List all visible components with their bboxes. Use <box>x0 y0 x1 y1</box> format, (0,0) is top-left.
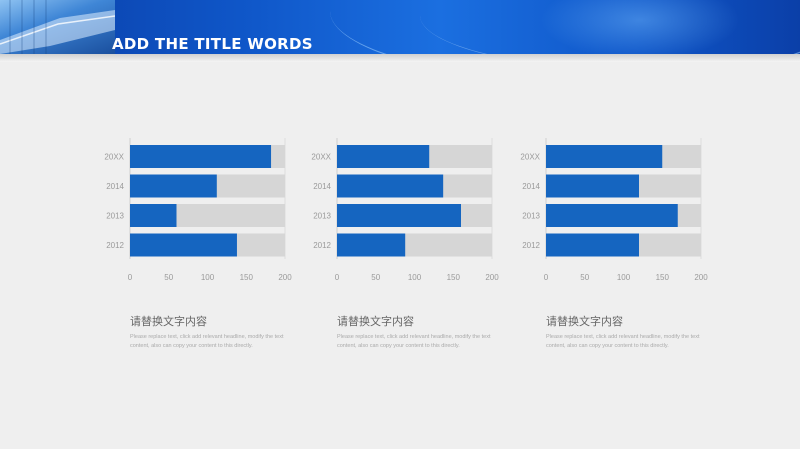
category-label: 20XX <box>104 153 124 162</box>
category-label: 20XX <box>311 153 331 162</box>
x-tick-label: 0 <box>544 273 549 282</box>
header-banner: ADD THE TITLE WORDS <box>0 0 800 54</box>
category-label: 2013 <box>106 212 124 221</box>
x-tick-label: 200 <box>485 273 499 282</box>
x-tick-label: 50 <box>580 273 589 282</box>
bar <box>337 174 444 198</box>
bar <box>337 204 461 227</box>
caption-body: Please replace text, click add relevant … <box>130 334 284 349</box>
category-label: 2012 <box>313 241 331 250</box>
caption-1: 请替换文字内容 Please replace text, click add r… <box>130 313 290 350</box>
x-tick-label: 50 <box>371 273 380 282</box>
bar <box>546 145 663 168</box>
category-label: 2013 <box>522 212 540 221</box>
x-tick-label: 200 <box>694 273 708 282</box>
bar <box>546 174 639 198</box>
caption-title: 请替换文字内容 <box>546 316 623 328</box>
x-tick-label: 150 <box>656 273 670 282</box>
caption-3: 请替换文字内容 Please replace text, click add r… <box>546 313 706 350</box>
bar <box>337 145 430 168</box>
x-tick-label: 100 <box>617 273 631 282</box>
category-label: 2012 <box>106 241 124 250</box>
category-label: 20XX <box>520 153 540 162</box>
bar <box>546 204 678 227</box>
x-tick-label: 150 <box>240 273 254 282</box>
category-label: 2013 <box>313 212 331 221</box>
x-tick-label: 200 <box>278 273 292 282</box>
x-tick-label: 150 <box>447 273 461 282</box>
train-illustration <box>0 0 115 54</box>
caption-title: 请替换文字内容 <box>337 316 414 328</box>
caption-title: 请替换文字内容 <box>130 316 207 328</box>
bar <box>130 145 272 168</box>
caption-body: Please replace text, click add relevant … <box>546 334 700 349</box>
x-tick-label: 0 <box>335 273 340 282</box>
header-divider <box>0 54 800 62</box>
bar <box>337 233 406 257</box>
category-label: 2014 <box>106 182 124 191</box>
x-tick-label: 100 <box>408 273 422 282</box>
bar <box>130 204 177 227</box>
x-tick-label: 50 <box>164 273 173 282</box>
caption-body: Please replace text, click add relevant … <box>337 334 491 349</box>
caption-2: 请替换文字内容 Please replace text, click add r… <box>337 313 497 350</box>
category-label: 2014 <box>313 182 331 191</box>
category-label: 2012 <box>522 241 540 250</box>
category-label: 2014 <box>522 182 540 191</box>
bar <box>130 174 217 198</box>
bar <box>130 233 237 257</box>
page-title: ADD THE TITLE WORDS <box>112 35 313 53</box>
header-photo <box>0 0 115 54</box>
x-tick-label: 0 <box>128 273 133 282</box>
x-tick-label: 100 <box>201 273 215 282</box>
bar <box>546 233 639 257</box>
